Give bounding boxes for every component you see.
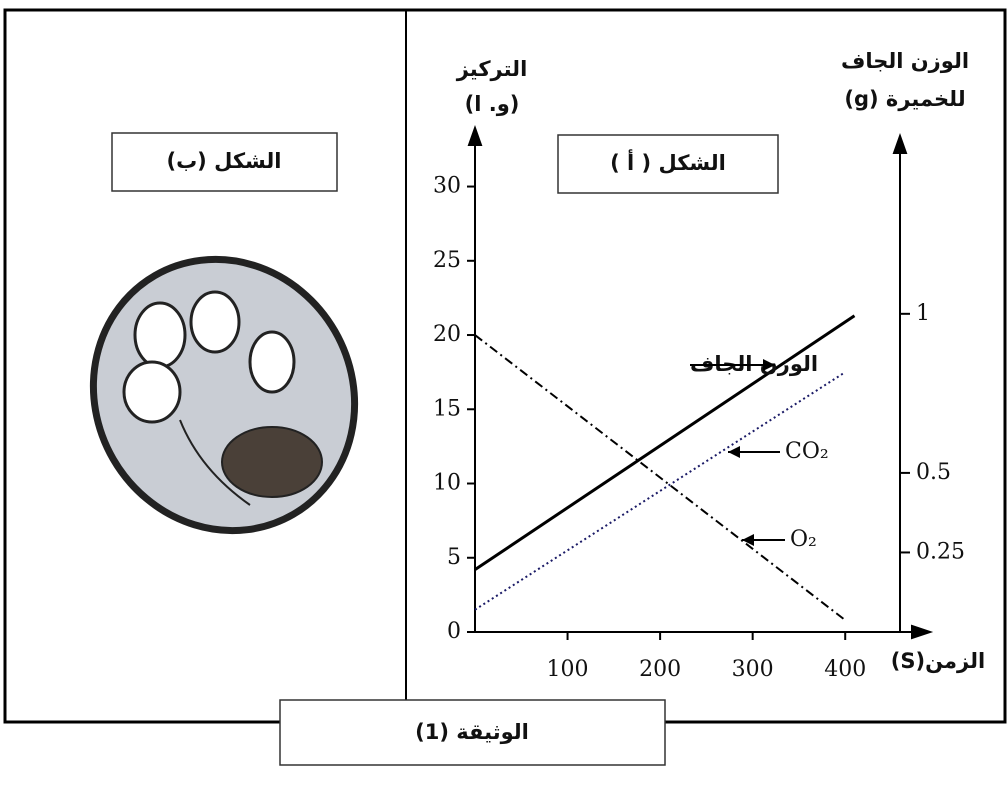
title-box (557, 134, 779, 194)
x-tick-label: 200 (639, 657, 681, 682)
title-box (279, 699, 666, 766)
y2-tick-label: 0.5 (916, 460, 951, 485)
series-label: CO₂ (785, 439, 829, 464)
series-line (474, 314, 856, 571)
x-tick-label: 100 (547, 657, 589, 682)
figure-b-title: الشكل (ب) (166, 149, 281, 173)
y-axis-label: التركيز (456, 57, 528, 81)
x-tick-label: 300 (732, 657, 774, 682)
series-label: O₂ (790, 527, 817, 552)
x-tick-label: 400 (824, 657, 866, 682)
y-axis-label: (و. ا) (465, 92, 520, 116)
cell-drawing (89, 255, 359, 535)
label-arrowhead (728, 446, 740, 458)
series-line (474, 371, 846, 611)
label-arrowhead (763, 359, 775, 371)
x-axis-label: الزمن(S) (891, 649, 985, 673)
y-tick-label: 15 (433, 396, 461, 421)
y-tick-label: 0 (447, 619, 461, 644)
y-tick-label: 20 (433, 322, 461, 347)
y-tick-label: 5 (447, 545, 461, 570)
y2-tick-label: 0.25 (916, 539, 965, 564)
chart-title: الشكل ( أ ) (610, 148, 726, 175)
label-arrowhead (742, 534, 754, 546)
document-title: الوثيقة (1) (415, 720, 529, 744)
y-tick-label: 30 (433, 174, 461, 199)
y-tick-label: 10 (433, 471, 461, 496)
series-line (474, 334, 846, 621)
y2-axis-label: للخميرة (g) (844, 87, 965, 111)
title-box (111, 132, 338, 192)
y-tick-label: 25 (433, 248, 461, 273)
y2-axis-label: الوزن الجاف (841, 49, 969, 73)
y2-tick-label: 1 (916, 301, 930, 326)
